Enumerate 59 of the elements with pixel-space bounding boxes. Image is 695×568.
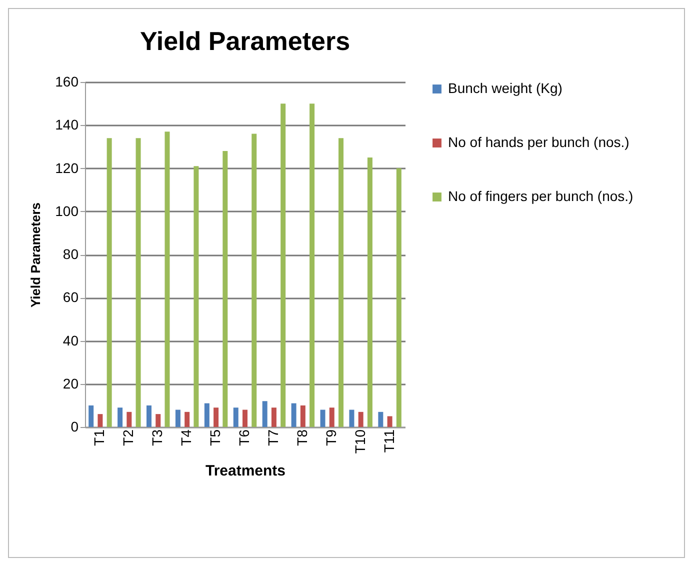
legend-label: Bunch weight (Kg) (448, 80, 562, 96)
y-tick-label: 60 (62, 289, 79, 306)
y-axis-title: Yield Parameters (28, 202, 44, 308)
x-tick-label: T5 (207, 429, 224, 446)
bar (367, 157, 372, 427)
bar (338, 138, 344, 427)
bar (300, 405, 306, 427)
bar (242, 410, 248, 427)
bar (271, 408, 276, 427)
bar (320, 410, 326, 427)
bar (118, 408, 123, 427)
legend-label: No of fingers per bunch (nos.) (448, 188, 634, 204)
y-tick-label: 100 (55, 202, 79, 219)
y-tick-label: 80 (62, 246, 79, 262)
bar (88, 405, 94, 427)
bar (106, 138, 112, 427)
x-tick-label: T10 (352, 429, 368, 454)
bar (164, 132, 170, 427)
x-tick-label: T6 (236, 429, 252, 446)
bar (233, 408, 238, 427)
bar (204, 403, 210, 427)
x-axis-title: Treatments (205, 462, 286, 480)
x-tick-label: T8 (294, 429, 310, 446)
bar (280, 104, 286, 427)
y-tick-label: 120 (55, 160, 79, 176)
x-tick-label: T2 (120, 429, 136, 446)
bar (214, 408, 219, 427)
y-tick-label: 0 (70, 418, 79, 434)
bar (329, 408, 334, 427)
bar (262, 401, 268, 427)
bar (156, 414, 161, 427)
y-tick-label: 20 (62, 375, 79, 392)
bar (310, 104, 315, 427)
bar (358, 412, 364, 427)
x-tick-label: T3 (149, 429, 166, 446)
bar (387, 416, 392, 427)
bar (194, 166, 199, 427)
y-tick-label: 160 (55, 74, 79, 90)
bar (136, 138, 141, 427)
y-tick-label: 40 (62, 332, 79, 348)
x-tick-label: T7 (264, 429, 281, 446)
bar (291, 403, 296, 427)
bar (184, 412, 190, 427)
bar (175, 410, 180, 427)
bar (252, 134, 257, 427)
bar (222, 151, 228, 427)
x-tick-label: T11 (380, 429, 397, 453)
x-tick-label: T1 (91, 429, 108, 446)
bar (126, 412, 132, 427)
x-tick-label: T9 (322, 429, 339, 446)
bar (146, 405, 152, 427)
bar (396, 168, 402, 427)
chart-title: Yield Parameters (140, 26, 350, 56)
bar (378, 412, 384, 427)
bar (98, 414, 103, 427)
y-tick-label: 140 (55, 116, 79, 133)
legend-label: No of hands per bunch (nos.) (448, 134, 630, 150)
bar (349, 410, 354, 427)
x-tick-label: T4 (178, 429, 194, 446)
